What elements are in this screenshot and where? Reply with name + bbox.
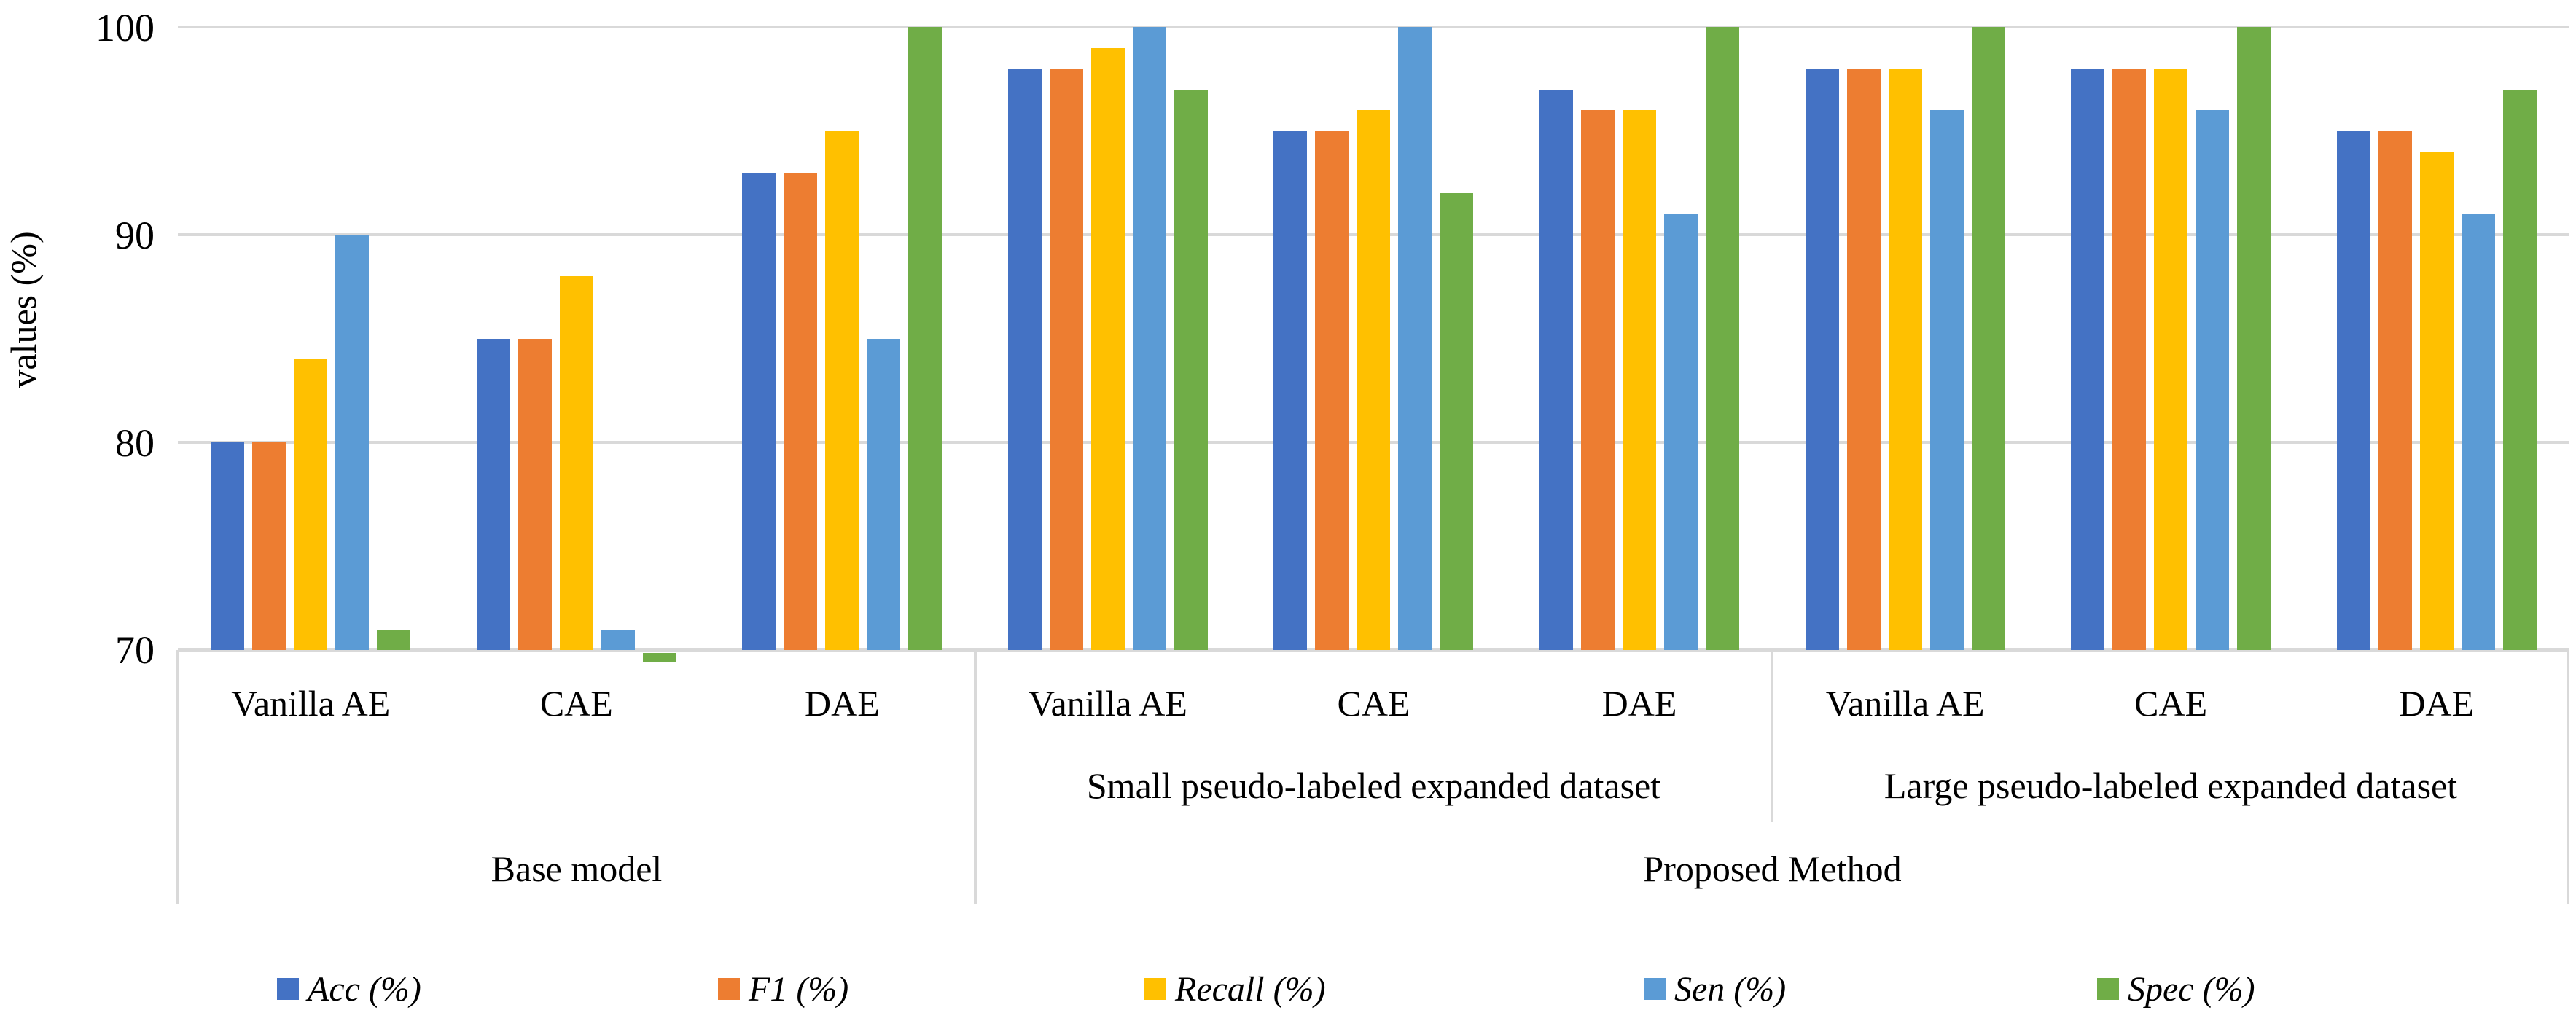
category-label: DAE [805, 683, 880, 724]
bar-recall [2154, 69, 2188, 650]
bar-acc [1273, 130, 1308, 650]
bar-sen [1664, 214, 1698, 650]
bar-group [178, 27, 444, 650]
bar-group [1772, 27, 2038, 650]
gridline-100 [178, 26, 2569, 28]
bar-group [2038, 27, 2304, 650]
legend-label: Recall (%) [1175, 969, 1326, 1009]
bar-f1 [518, 338, 552, 650]
bar-sen [2461, 214, 2495, 650]
bar-group [1507, 27, 1773, 650]
bar-group [709, 27, 975, 650]
category-label: CAE [2134, 683, 2208, 724]
legend-item-f1: F1 (%) [718, 963, 848, 1014]
axis-divider [974, 650, 977, 904]
bar-acc [211, 442, 245, 650]
legend-item-acc: Acc (%) [277, 963, 421, 1014]
bar-acc [476, 338, 510, 650]
bar-f1 [2112, 69, 2147, 650]
bar-spec [1440, 193, 1474, 650]
bar-acc [1805, 69, 1839, 650]
bar-acc [1007, 69, 1042, 650]
bar-group [1241, 27, 1507, 650]
acc-swatch-icon [277, 978, 299, 1000]
category-label: DAE [1601, 683, 1677, 724]
bar-sen [2196, 110, 2230, 650]
f1-swatch-icon [718, 978, 740, 1000]
bar-acc [2071, 69, 2105, 650]
bar-f1 [1846, 69, 1881, 650]
legend: Acc (%) F1 (%) Recall (%) Sen (%) Spec (… [0, 963, 2576, 1014]
legend-item-sen: Sen (%) [1644, 963, 1786, 1014]
bar-acc [742, 172, 776, 650]
y-tick-80: 80 [115, 421, 155, 465]
legend-label: Spec (%) [2128, 969, 2255, 1009]
bar-spec [2237, 27, 2271, 650]
bar-spec [908, 27, 942, 650]
bar-recall [559, 276, 593, 650]
sen-swatch-icon [1644, 978, 1666, 1000]
method-label-proposed: Proposed Method [1643, 848, 1902, 889]
y-tick-100: 100 [95, 6, 155, 50]
legend-label: Sen (%) [1674, 969, 1787, 1009]
category-label: Vanilla AE [231, 683, 391, 724]
y-tick-90: 90 [115, 214, 155, 257]
bar-spec [377, 629, 411, 650]
bar-sen [601, 629, 635, 650]
bar-recall [1623, 110, 1657, 650]
bar-sen [867, 338, 901, 650]
bar-recall [1888, 69, 1922, 650]
category-label: Vanilla AE [1028, 683, 1187, 724]
bar-f1 [1315, 130, 1349, 650]
bar-spec [1706, 27, 1740, 650]
category-label: DAE [2399, 683, 2475, 724]
category-label: CAE [1337, 683, 1410, 724]
axis-divider [1771, 650, 1773, 822]
bar-recall [1357, 110, 1391, 650]
bar-f1 [252, 442, 286, 650]
bar-spec [642, 653, 676, 662]
bar-f1 [1049, 69, 1083, 650]
legend-item-spec: Spec (%) [2097, 963, 2255, 1014]
bar-recall [825, 130, 859, 650]
legend-label: F1 (%) [749, 969, 849, 1009]
bar-spec [1971, 27, 2005, 650]
axis-divider [2567, 650, 2569, 904]
bar-recall [1090, 47, 1125, 650]
bar-sen [1132, 27, 1166, 650]
legend-item-recall: Recall (%) [1144, 963, 1326, 1014]
bar-group [2303, 27, 2569, 650]
bar-sen [1398, 27, 1432, 650]
y-tick-70: 70 [115, 628, 155, 672]
bar-sen [1929, 110, 1964, 650]
bar-spec [2502, 89, 2537, 650]
dataset-label-large: Large pseudo-labeled expanded dataset [1884, 765, 2458, 806]
axis-divider [176, 650, 179, 904]
bar-f1 [1581, 110, 1615, 650]
bar-acc [1539, 89, 1574, 650]
plot-area [178, 26, 2569, 662]
y-axis-title: values (%) [3, 231, 44, 388]
method-label-base: Base model [491, 848, 663, 889]
bar-group [444, 27, 710, 662]
bar-spec [1174, 89, 1208, 650]
bar-acc [2336, 130, 2370, 650]
bar-sen [335, 235, 370, 650]
legend-label: Acc (%) [308, 969, 421, 1009]
dataset-label-small: Small pseudo-labeled expanded dataset [1086, 765, 1661, 806]
category-axis: Vanilla AE CAE DAE Vanilla AE CAE DAE Vanilla … [176, 650, 2569, 904]
spec-swatch-icon [2097, 978, 2119, 1000]
bar-f1 [784, 172, 818, 650]
category-label: Vanilla AE [1825, 683, 1985, 724]
recall-swatch-icon [1144, 978, 1166, 1000]
bar-recall [294, 359, 328, 650]
bar-group [975, 27, 1241, 650]
category-label: CAE [539, 683, 613, 724]
bar-recall [2419, 152, 2454, 650]
bar-f1 [2378, 130, 2412, 650]
